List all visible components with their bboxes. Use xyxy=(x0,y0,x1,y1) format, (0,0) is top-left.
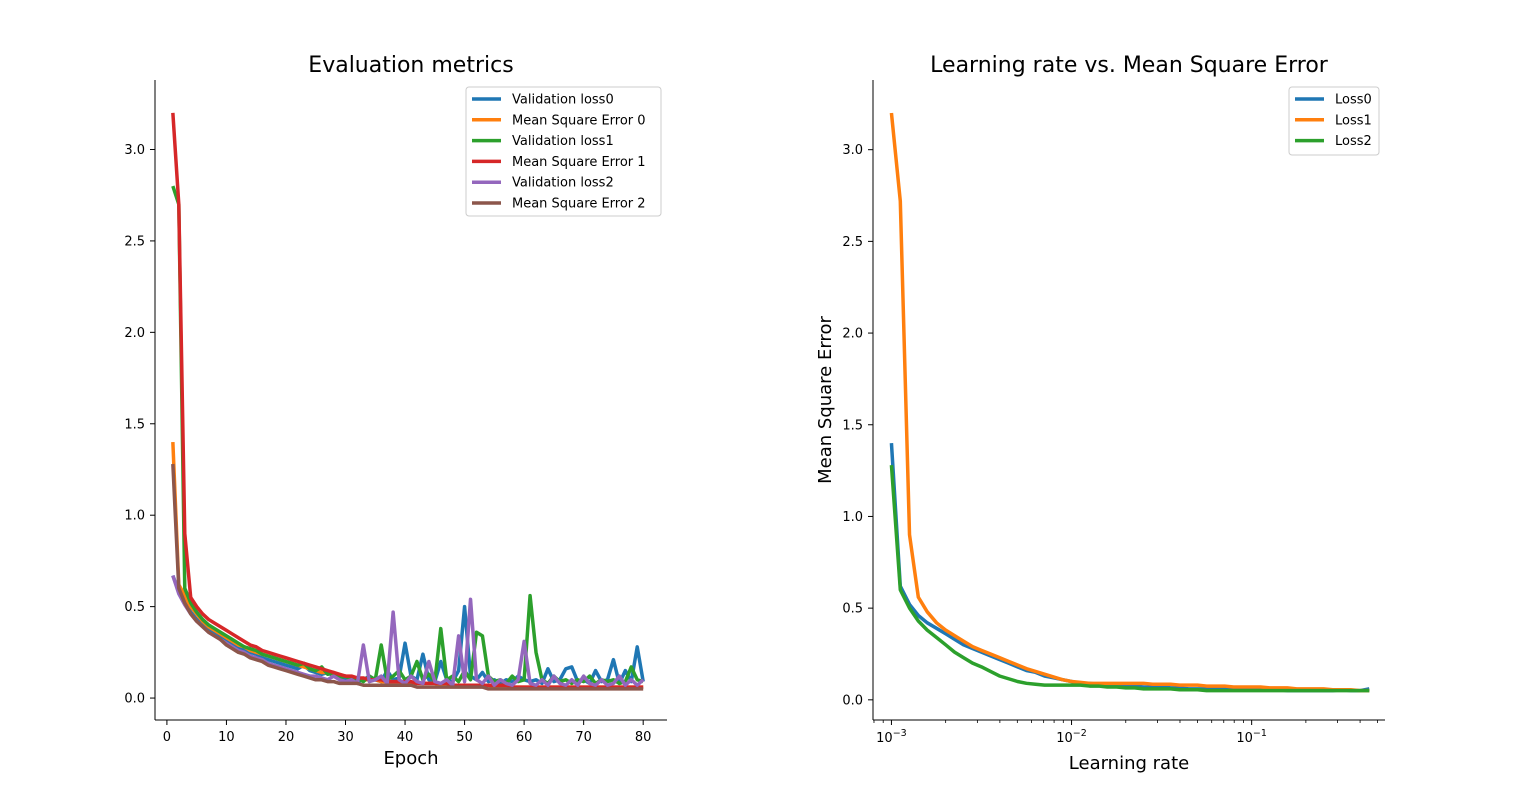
x-tick-label: 50 xyxy=(456,730,473,745)
y-tick-label: 0.5 xyxy=(842,602,863,617)
legend-label: Validation loss1 xyxy=(512,134,614,149)
legend-label: Validation loss0 xyxy=(512,93,614,108)
chart-title: Evaluation metrics xyxy=(308,53,513,78)
learning-rate-chart: Learning rate vs. Mean Square Error 10−3… xyxy=(815,53,1385,774)
tick-base: 10 xyxy=(1236,731,1253,746)
x-tick-label: 10−3 xyxy=(876,728,907,746)
series-lines xyxy=(889,112,1370,693)
legend-label: Validation loss2 xyxy=(512,176,614,191)
x-axis-label: Learning rate xyxy=(1069,753,1189,774)
y-tick-label: 1.5 xyxy=(842,418,863,433)
x-tick-label: 10−1 xyxy=(1236,728,1267,746)
x-tick-label: 10−2 xyxy=(1056,728,1087,746)
legend-box xyxy=(465,86,662,217)
series-line-loss2 xyxy=(889,464,1370,693)
x-ticks: 10−3 10−2 10−1 xyxy=(873,720,1378,746)
legend-label: Loss0 xyxy=(1335,93,1372,108)
y-tick-label: 3.0 xyxy=(842,143,863,158)
evaluation-metrics-chart: Evaluation metrics 0 10 20 30 40 50 60 70 80 0.0… xyxy=(124,53,667,769)
y-tick-label: 0.0 xyxy=(124,692,145,707)
axes-spines xyxy=(872,80,1385,721)
x-axis-label: Epoch xyxy=(383,748,438,769)
y-tick-label: 1.0 xyxy=(842,510,863,525)
chart-title: Learning rate vs. Mean Square Error xyxy=(930,53,1329,78)
y-tick-label: 3.0 xyxy=(124,143,145,158)
series-lines xyxy=(171,112,645,691)
series-line-mean-square-error-2 xyxy=(171,463,644,691)
y-ticks: 0.0 0.5 1.0 1.5 2.0 2.5 3.0 xyxy=(124,143,155,707)
x-ticks: 0 10 20 30 40 50 60 70 80 xyxy=(163,720,652,745)
axes-spines xyxy=(154,80,667,721)
y-tick-label: 2.0 xyxy=(124,326,145,341)
y-tick-label: 0.5 xyxy=(124,600,145,615)
y-tick-label: 0.0 xyxy=(842,693,863,708)
x-tick-label: 0 xyxy=(163,730,171,745)
x-tick-label: 40 xyxy=(397,730,414,745)
legend-label: Mean Square Error 1 xyxy=(512,155,646,170)
series-line-validation-loss0 xyxy=(171,574,645,686)
series-line-validation-loss1 xyxy=(171,185,644,686)
y-tick-label: 1.5 xyxy=(124,417,145,432)
series-line-loss0 xyxy=(889,442,1370,693)
legend: Validation loss0 Mean Square Error 0 Valid… xyxy=(465,86,662,217)
x-tick-label: 30 xyxy=(337,730,354,745)
tick-exponent: −1 xyxy=(1253,728,1267,739)
y-axis-label: Mean Square Error xyxy=(815,316,836,484)
y-ticks: 0.0 0.5 1.0 1.5 2.0 2.5 3.0 xyxy=(842,143,873,708)
y-tick-label: 2.0 xyxy=(842,327,863,342)
x-tick-label: 20 xyxy=(278,730,295,745)
legend-box xyxy=(1288,86,1380,156)
legend-label: Mean Square Error 2 xyxy=(512,197,646,212)
series-line-loss1 xyxy=(889,112,1370,693)
tick-exponent: −3 xyxy=(893,728,907,739)
legend-label: Mean Square Error 0 xyxy=(512,113,646,128)
y-tick-label: 1.0 xyxy=(124,509,145,524)
tick-base: 10 xyxy=(1056,731,1073,746)
y-tick-label: 2.5 xyxy=(124,234,145,249)
x-tick-label: 10 xyxy=(218,730,235,745)
x-tick-label: 80 xyxy=(635,730,652,745)
legend: Loss0 Loss1 Loss2 xyxy=(1288,86,1380,156)
legend-label: Loss1 xyxy=(1335,113,1372,128)
x-tick-label: 60 xyxy=(516,730,533,745)
y-tick-label: 2.5 xyxy=(842,235,863,250)
tick-exponent: −2 xyxy=(1073,728,1087,739)
x-tick-label: 70 xyxy=(575,730,592,745)
legend-label: Loss2 xyxy=(1335,134,1372,149)
tick-base: 10 xyxy=(876,731,893,746)
